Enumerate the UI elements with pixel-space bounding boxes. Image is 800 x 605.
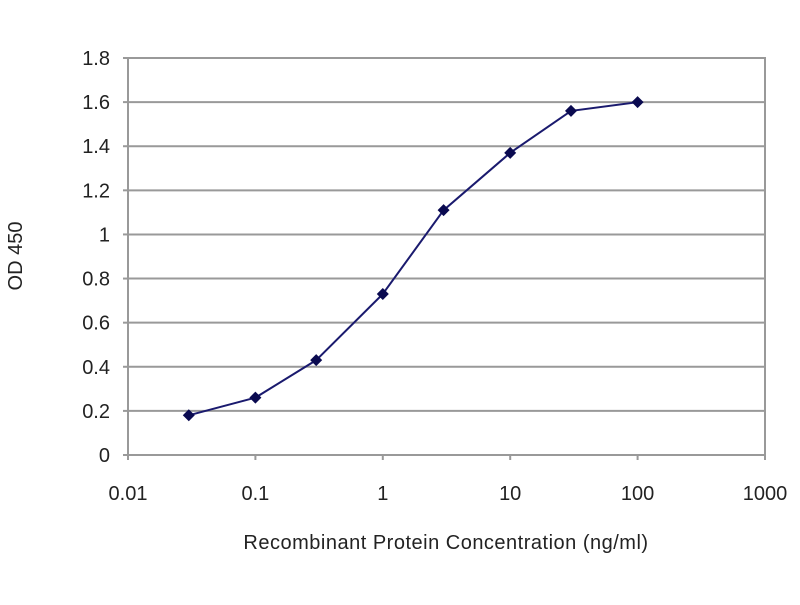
y-tick-label: 0.4 [82, 357, 110, 379]
data-point [249, 391, 262, 404]
x-tick-label: 0.1 [241, 483, 269, 505]
data-point [376, 287, 389, 300]
data-point [437, 204, 450, 217]
y-tick-label: 1.2 [82, 180, 110, 202]
x-tick-label: 10 [499, 483, 521, 505]
x-tick-label: 1 [377, 483, 388, 505]
data-point [564, 104, 577, 117]
x-axis-label: Recombinant Protein Concentration (ng/ml… [243, 532, 648, 554]
series [182, 96, 644, 422]
axis-ticks: 0 0.2 0.4 0.6 0.8 1 1.2 1.4 1.6 1.8 0.01 0.1 1 10 100 1… [82, 48, 787, 505]
gridlines [128, 101, 765, 412]
y-tick-label: 1.6 [82, 92, 110, 114]
y-tick-label: 1.8 [82, 48, 110, 70]
x-tick-label: 1000 [743, 483, 788, 505]
y-tick-label: 0.6 [82, 313, 110, 335]
data-point [310, 354, 323, 367]
series-line [188, 101, 638, 417]
plot-area [127, 57, 766, 456]
y-tick-label: 0.2 [82, 401, 110, 423]
y-tick-label: 0 [99, 445, 110, 467]
x-tick-label: 0.01 [109, 483, 148, 505]
y-tick-label: 0.8 [82, 269, 110, 291]
y-axis-label: OD 450 [5, 222, 27, 291]
data-point [182, 409, 195, 422]
y-tick-label: 1 [99, 224, 110, 246]
y-tick-label: 1.4 [82, 136, 110, 158]
data-point [504, 146, 517, 159]
data-point [631, 96, 644, 109]
x-tick-label: 100 [621, 483, 654, 505]
